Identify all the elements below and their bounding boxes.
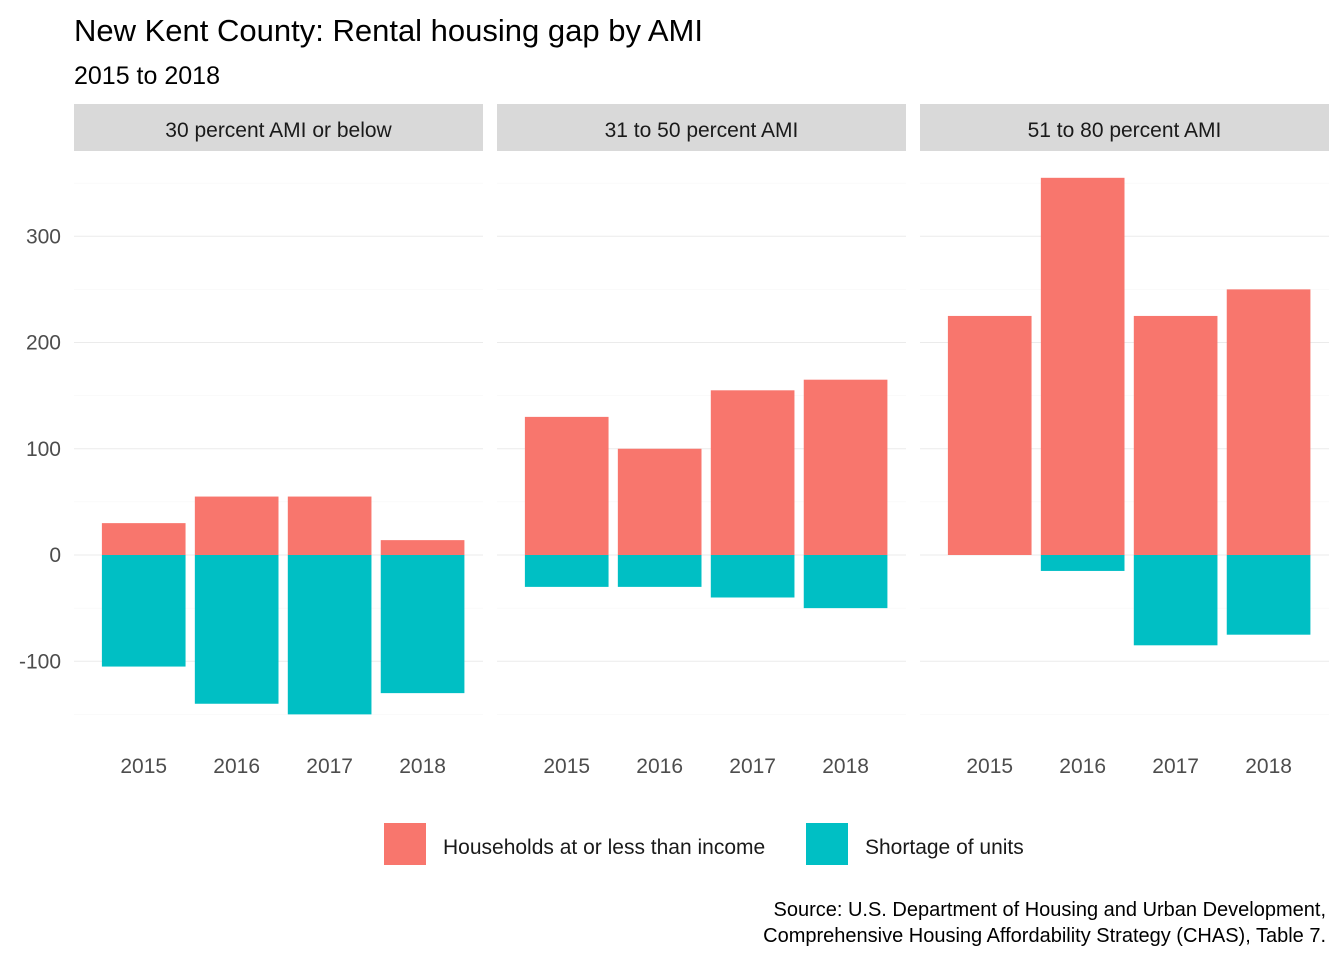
bar-shortage — [1226, 555, 1311, 635]
bar-shortage — [101, 555, 186, 667]
bar-households — [803, 379, 888, 555]
facet-strip — [497, 104, 906, 151]
chart-title: New Kent County: Rental housing gap by A… — [74, 13, 703, 48]
x-tick-label: 2017 — [306, 755, 353, 778]
x-tick-label: 2015 — [120, 755, 167, 778]
bar-households — [380, 540, 465, 556]
y-axis: 300 200 100 0 -100 — [19, 225, 61, 673]
bar-households — [1133, 315, 1218, 555]
x-tick-label: 2015 — [966, 755, 1013, 778]
x-tick-label: 2016 — [1059, 755, 1106, 778]
legend-item: Shortage of units — [806, 823, 1024, 865]
bar-shortage — [617, 555, 702, 587]
x-tick-label: 2018 — [399, 755, 446, 778]
bar-households — [947, 315, 1032, 555]
legend-swatch — [806, 823, 848, 865]
bar-shortage — [1133, 555, 1218, 646]
legend-item: Households at or less than income — [384, 823, 765, 865]
bar-households — [1040, 177, 1125, 555]
y-tick-label: 100 — [26, 438, 61, 461]
x-tick-label: 2017 — [729, 755, 776, 778]
y-tick-label: 0 — [49, 544, 61, 567]
facet-strip — [920, 104, 1329, 151]
y-tick-label: 300 — [26, 225, 61, 248]
y-tick-label: -100 — [19, 650, 61, 673]
bar-households — [101, 523, 186, 556]
x-tick-label: 2016 — [213, 755, 260, 778]
bar-shortage — [803, 555, 888, 609]
bar-households — [524, 416, 609, 556]
x-tick-label: 2018 — [822, 755, 869, 778]
x-tick-label: 2015 — [543, 755, 590, 778]
chart-subtitle: 2015 to 2018 — [74, 62, 220, 90]
legend-label: Households at or less than income — [443, 836, 765, 859]
x-tick-label: 2016 — [636, 755, 683, 778]
bar-shortage — [194, 555, 279, 704]
caption-line-1: Source: U.S. Department of Housing and U… — [773, 899, 1326, 921]
facet-strip — [74, 104, 483, 151]
bar-shortage — [1040, 555, 1125, 571]
bar-households — [287, 496, 372, 555]
facet-panel: 30 percent AMI or below 2015 2016 2017 2018 — [74, 104, 483, 778]
x-tick-label: 2017 — [1152, 755, 1199, 778]
bar-households — [1226, 289, 1311, 556]
bar-households — [194, 496, 279, 555]
x-tick-label: 2018 — [1245, 755, 1292, 778]
facet-panel: 51 to 80 percent AMI 2015 2016 2017 2018 — [920, 104, 1329, 778]
legend-label: Shortage of units — [865, 836, 1024, 859]
facet-strip-label: 51 to 80 percent AMI — [1028, 119, 1222, 142]
bar-shortage — [710, 555, 795, 598]
facet-strip-label: 31 to 50 percent AMI — [605, 119, 799, 142]
caption-line-2: Comprehensive Housing Affordability Stra… — [763, 925, 1326, 947]
y-tick-label: 200 — [26, 332, 61, 355]
bar-shortage — [287, 555, 372, 715]
legend-swatch — [384, 823, 426, 865]
legend: Households at or less than income Shortag… — [384, 823, 1024, 865]
bar-households — [710, 390, 795, 555]
bar-households — [617, 448, 702, 555]
bar-shortage — [380, 555, 465, 694]
facet-panel: 31 to 50 percent AMI 2015 2016 2017 2018 — [497, 104, 906, 778]
facet-strip-label: 30 percent AMI or below — [165, 119, 392, 142]
bar-shortage — [524, 555, 609, 587]
